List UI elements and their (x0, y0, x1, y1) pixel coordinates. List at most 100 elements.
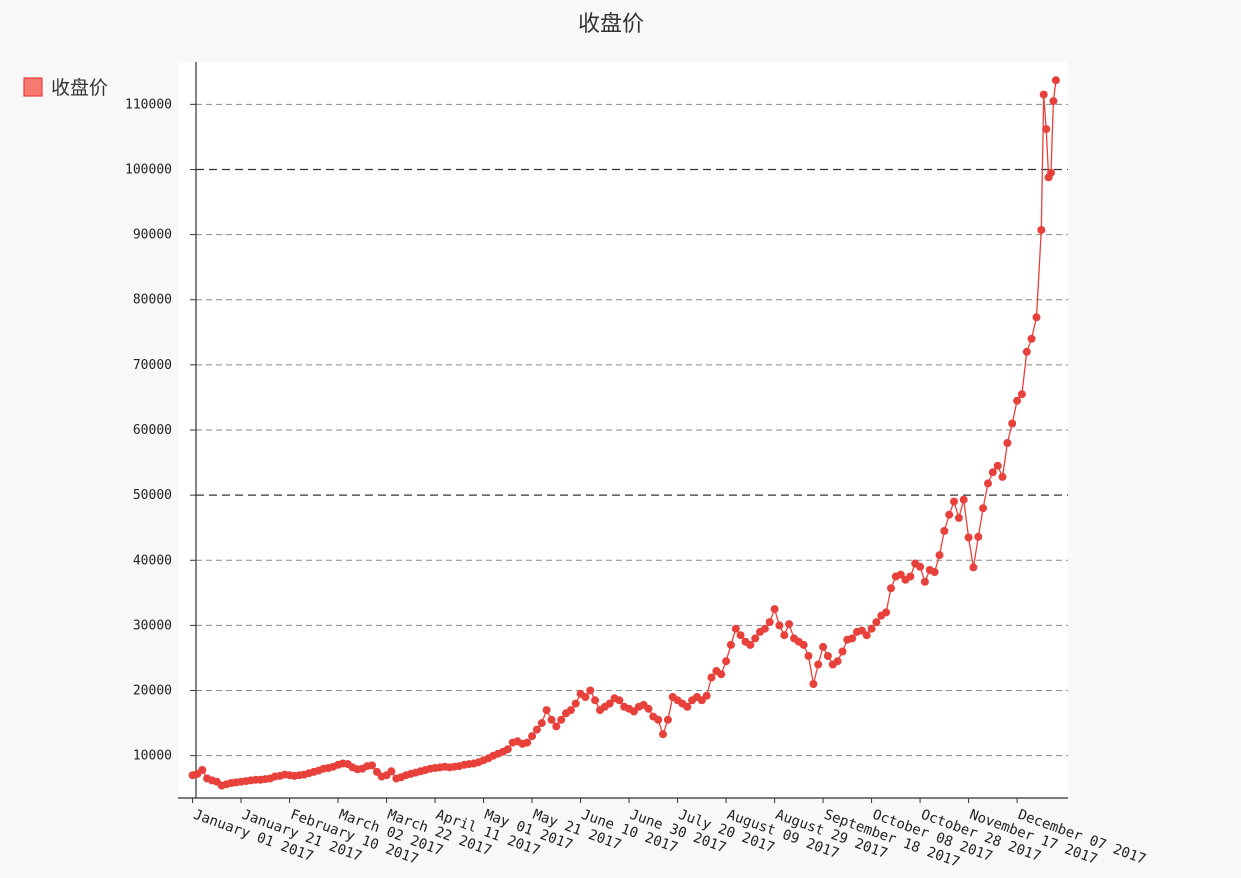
data-point[interactable] (532, 725, 541, 734)
data-point[interactable] (707, 673, 716, 682)
data-point[interactable] (780, 631, 789, 640)
data-point[interactable] (775, 621, 784, 630)
y-tick-label: 100000 (125, 162, 172, 177)
data-point[interactable] (862, 631, 871, 640)
data-point[interactable] (823, 652, 832, 660)
legend[interactable]: 收盘价 (23, 77, 108, 99)
y-tick-label: 110000 (125, 97, 172, 112)
data-point[interactable] (916, 562, 925, 571)
data-point[interactable] (984, 479, 992, 488)
y-gridlines (196, 103, 1068, 757)
data-point[interactable] (833, 657, 842, 666)
data-point[interactable] (586, 686, 595, 695)
data-point[interactable] (993, 461, 1002, 470)
data-point[interactable] (663, 715, 672, 724)
data-point[interactable] (785, 620, 794, 629)
data-point[interactable] (722, 657, 731, 666)
data-point[interactable] (581, 693, 590, 701)
data-point[interactable] (882, 608, 891, 617)
data-point[interactable] (751, 634, 760, 643)
y-tick-label: 20000 (133, 684, 172, 699)
data-point[interactable] (547, 715, 556, 724)
data-point[interactable] (198, 766, 207, 774)
data-point[interactable] (503, 745, 512, 754)
data-point[interactable] (887, 584, 895, 593)
data-point[interactable] (552, 722, 561, 731)
data-point[interactable] (959, 495, 968, 504)
data-point[interactable] (1049, 97, 1058, 106)
data-point[interactable] (1022, 347, 1031, 356)
data-point[interactable] (605, 699, 614, 708)
data-point[interactable] (954, 513, 963, 522)
data-point[interactable] (906, 572, 915, 581)
data-point[interactable] (974, 532, 983, 541)
data-point[interactable] (746, 640, 755, 649)
data-point[interactable] (867, 624, 876, 633)
data-point[interactable] (523, 738, 532, 747)
data-point[interactable] (557, 715, 566, 724)
data-point[interactable] (537, 719, 546, 728)
data-point[interactable] (1042, 125, 1051, 134)
data-point[interactable] (387, 767, 396, 776)
data-point[interactable] (683, 702, 692, 711)
data-point[interactable] (969, 563, 978, 572)
data-point[interactable] (1013, 396, 1022, 405)
data-point[interactable] (726, 640, 735, 649)
data-point[interactable] (736, 631, 745, 640)
data-point[interactable] (654, 715, 663, 724)
data-point[interactable] (644, 704, 653, 713)
data-point[interactable] (717, 670, 726, 679)
chart-title: 收盘价 (578, 12, 644, 37)
data-point[interactable] (804, 652, 813, 660)
data-point[interactable] (1032, 313, 1041, 322)
data-point[interactable] (930, 568, 939, 576)
data-point[interactable] (979, 504, 988, 513)
data-point[interactable] (799, 640, 808, 649)
data-point[interactable] (1017, 390, 1026, 399)
data-point[interactable] (1047, 168, 1055, 177)
y-tick-label: 40000 (133, 553, 172, 568)
data-point[interactable] (1039, 90, 1048, 99)
data-point[interactable] (945, 510, 954, 519)
y-axis-ticks: 10000 20000 30000 40000 50000 60000 70000 80000… (125, 97, 196, 764)
data-point[interactable] (940, 527, 949, 535)
data-point[interactable] (542, 706, 551, 715)
data-point[interactable] (964, 533, 973, 542)
data-point[interactable] (760, 624, 769, 633)
legend-swatch (23, 77, 43, 97)
data-point[interactable] (935, 551, 944, 560)
y-tick-label: 80000 (133, 293, 172, 308)
data-point[interactable] (1037, 226, 1046, 234)
data-point[interactable] (1003, 439, 1012, 447)
data-point[interactable] (1027, 334, 1036, 343)
series-close-price (188, 76, 1060, 790)
y-tick-label: 30000 (133, 618, 172, 633)
data-point[interactable] (770, 605, 779, 614)
data-point[interactable] (988, 468, 997, 477)
data-point[interactable] (1051, 76, 1060, 85)
data-point[interactable] (528, 732, 537, 741)
legend-label: 收盘价 (51, 77, 108, 99)
data-point[interactable] (950, 497, 958, 506)
data-point[interactable] (920, 577, 929, 586)
y-tick-label: 10000 (133, 749, 172, 764)
data-point[interactable] (765, 618, 774, 627)
data-point[interactable] (814, 660, 823, 669)
y-tick-label: 90000 (133, 228, 172, 243)
data-point[interactable] (838, 647, 847, 656)
data-point[interactable] (872, 618, 881, 627)
data-point[interactable] (731, 624, 740, 633)
data-point[interactable] (591, 696, 600, 705)
data-point[interactable] (702, 691, 711, 700)
data-point[interactable] (615, 696, 624, 705)
data-point[interactable] (1008, 419, 1017, 428)
data-point[interactable] (659, 730, 667, 739)
data-point[interactable] (571, 699, 580, 708)
data-point[interactable] (809, 680, 818, 688)
data-point[interactable] (896, 570, 905, 579)
data-point[interactable] (998, 472, 1007, 481)
data-point[interactable] (566, 706, 575, 715)
data-point[interactable] (368, 761, 376, 770)
data-point[interactable] (848, 634, 857, 643)
data-point[interactable] (819, 642, 828, 651)
